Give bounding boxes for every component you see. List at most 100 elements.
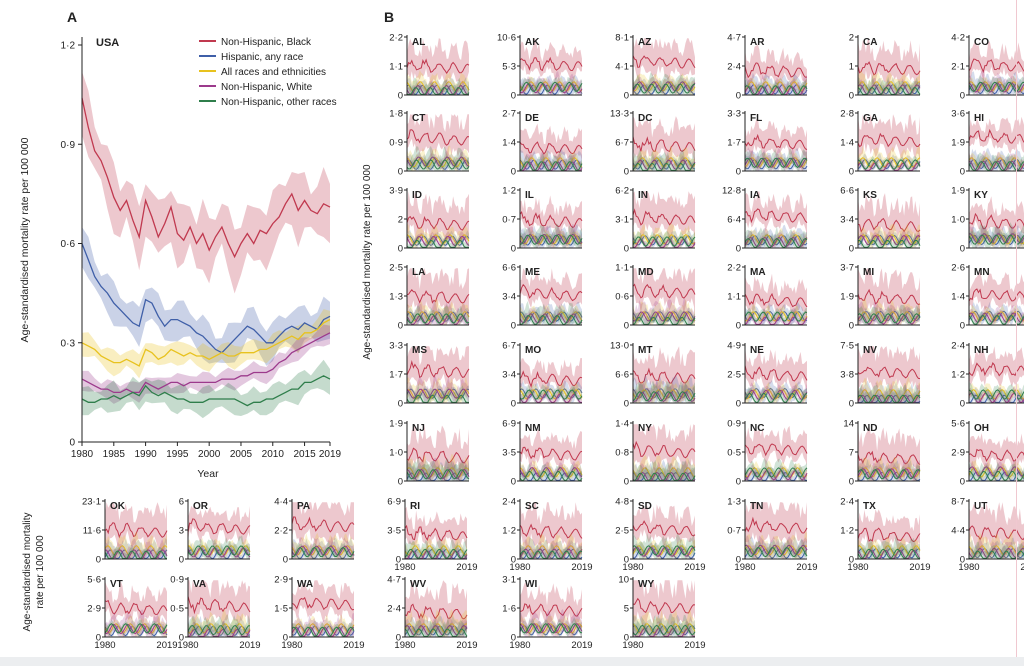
state-band-hispanic (407, 306, 469, 325)
state-line-white (968, 82, 1024, 93)
state-line-white (519, 393, 582, 403)
state-name: OH (974, 423, 989, 434)
state-ytick-label: 0·9 (727, 419, 741, 430)
state-line-other (744, 311, 808, 322)
state-ytick-label: 1·1 (389, 62, 403, 73)
state-band-other (520, 617, 582, 637)
usa-band-other (82, 359, 330, 419)
state-line-black (857, 132, 921, 148)
state-name: DE (525, 113, 539, 124)
state-line-white (405, 550, 468, 559)
state-band-black (858, 114, 920, 162)
state-line-other (968, 81, 1024, 92)
state-line-all (744, 81, 808, 92)
usa-line-other (81, 375, 331, 407)
state-name: AL (412, 37, 425, 48)
state-ytick-label: 1·4 (502, 138, 516, 149)
usa-ytick-label: 1·2 (61, 41, 76, 52)
state-line-hispanic (744, 235, 808, 246)
state-line-white (857, 234, 921, 246)
state-line-black (744, 208, 808, 224)
state-band-hispanic (407, 230, 469, 248)
state-ytick-label: 1·0 (951, 215, 965, 226)
usa-band-all (82, 309, 330, 379)
usa-xtick-label: 1990 (134, 449, 157, 460)
state-band-other (407, 384, 469, 403)
state-line-white (632, 628, 695, 637)
state-ytick-label: 4·7 (727, 33, 741, 44)
state-name: ND (863, 423, 877, 434)
state-name: KY (974, 190, 988, 201)
usa-band-hispanic (82, 227, 330, 366)
state-line-hispanic (857, 159, 921, 170)
state-ytick-label: 0 (849, 91, 854, 102)
state-xtick-label: 2019 (684, 562, 705, 573)
state-ytick-label: 0 (960, 167, 965, 178)
state-band-white (633, 379, 695, 403)
state-panel-IN: 0 3·1 6·2 IN (615, 186, 696, 255)
state-ytick-label: 2 (849, 33, 854, 44)
state-line-black (406, 289, 470, 304)
state-band-black (969, 116, 1024, 154)
state-line-black (519, 56, 583, 72)
state-panel-AR: 0 2·4 4·7 AR (727, 33, 808, 102)
state-name: OK (110, 501, 126, 512)
state-ytick-label: 0 (398, 167, 403, 178)
state-line-all (104, 545, 168, 556)
state-xtick-label: 2019 (156, 640, 177, 651)
state-line-other (404, 548, 468, 559)
state-panel-NC: 0 0·5 0·9 NC (727, 419, 808, 488)
state-ytick-label: 1·2 (951, 370, 965, 381)
state-name: CO (974, 37, 989, 48)
state-band-white (105, 609, 167, 637)
state-ytick-label: 0 (624, 477, 629, 488)
state-name: LA (412, 267, 425, 278)
state-band-hispanic (858, 542, 920, 559)
state-ytick-label: 2 (398, 215, 403, 226)
state-ytick-label: 0 (398, 321, 403, 332)
state-line-white (632, 391, 696, 402)
state-line-white (187, 547, 251, 558)
usa-xtick-label: 2000 (198, 449, 221, 460)
state-ytick-label: 0 (283, 633, 288, 644)
state-ytick-label: 2·7 (502, 109, 516, 120)
state-line-white (104, 549, 168, 559)
state-name: VA (193, 579, 206, 590)
state-ytick-label: 0 (511, 321, 516, 332)
state-band-black (292, 502, 354, 549)
state-panel-NE: 0 2·5 4·9 NE (727, 341, 808, 410)
state-ytick-label: 0 (624, 555, 629, 566)
state-line-all (744, 157, 808, 168)
state-band-other (633, 148, 695, 171)
state-band-all (969, 531, 1024, 559)
state-ytick-label: 1·4 (951, 292, 965, 303)
state-line-other (187, 625, 251, 636)
panel-b-ylabel: Age-standardised mortality rate per 100 … (362, 164, 373, 360)
state-line-other (744, 392, 808, 403)
state-band-white (633, 153, 695, 171)
state-panel-CO: 0 2·1 4·2 CO (951, 33, 1024, 102)
state-ytick-label: 0 (736, 477, 741, 488)
state-ytick-label: 6·6 (615, 370, 629, 381)
state-band-black (745, 44, 807, 89)
usa-ytick-label: 0·9 (61, 140, 76, 151)
state-band-other (520, 301, 582, 325)
state-ytick-label: 0 (511, 555, 516, 566)
state-band-all (407, 298, 469, 325)
state-panel-MA: 0 1·1 2·2 MA (727, 263, 808, 332)
usa-ytick-label: 0 (69, 438, 75, 449)
state-band-black (858, 424, 920, 481)
state-line-other (519, 81, 583, 92)
state-line-white (968, 392, 1024, 403)
state-line-other (968, 389, 1024, 400)
state-line-black (519, 141, 583, 155)
state-line-other (857, 548, 921, 559)
state-band-white (858, 301, 920, 325)
state-line-hispanic (968, 234, 1024, 246)
panel-a-ylabel: Age-standardised mortality rate per 100 … (19, 137, 31, 342)
state-band-other (633, 613, 695, 637)
state-ytick-label: 2·4 (727, 62, 741, 73)
state-band-all (407, 222, 469, 248)
state-ytick-label: 2·2 (274, 526, 288, 537)
state-band-black (633, 268, 695, 314)
